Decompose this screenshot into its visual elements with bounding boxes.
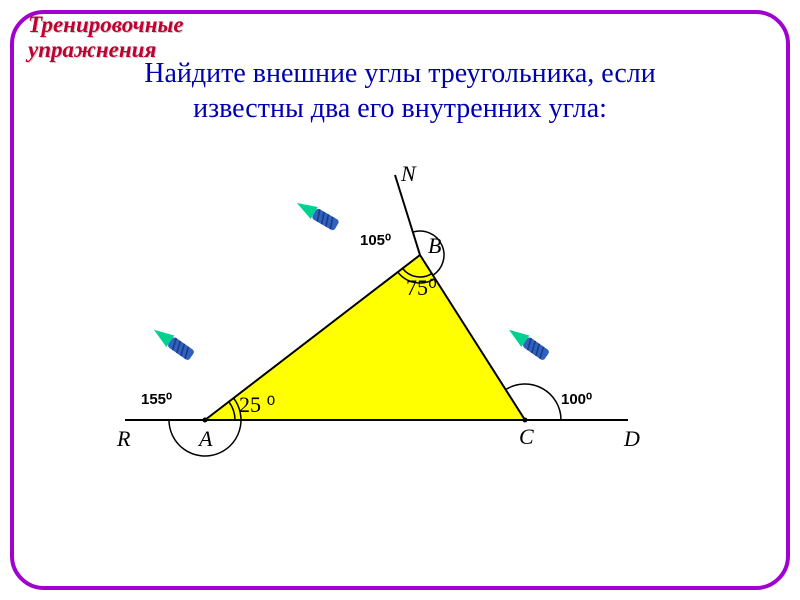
- extension-label-R: R: [117, 426, 130, 452]
- inner-angle-B: 75⁰: [406, 275, 437, 301]
- inner-angle-A: 25 ⁰: [239, 392, 275, 418]
- extension-label-N: N: [401, 161, 416, 187]
- outer-angle-B: 105⁰: [360, 231, 391, 249]
- outer-angle-A: 155⁰: [141, 390, 172, 408]
- vertex-label-A: A: [199, 426, 212, 452]
- vertex-label-B: B: [428, 233, 441, 259]
- vertex-label-C: C: [519, 424, 534, 450]
- extension-label-D: D: [624, 426, 640, 452]
- outer-angle-C: 100⁰: [561, 390, 592, 408]
- diagram-svg: [0, 0, 800, 600]
